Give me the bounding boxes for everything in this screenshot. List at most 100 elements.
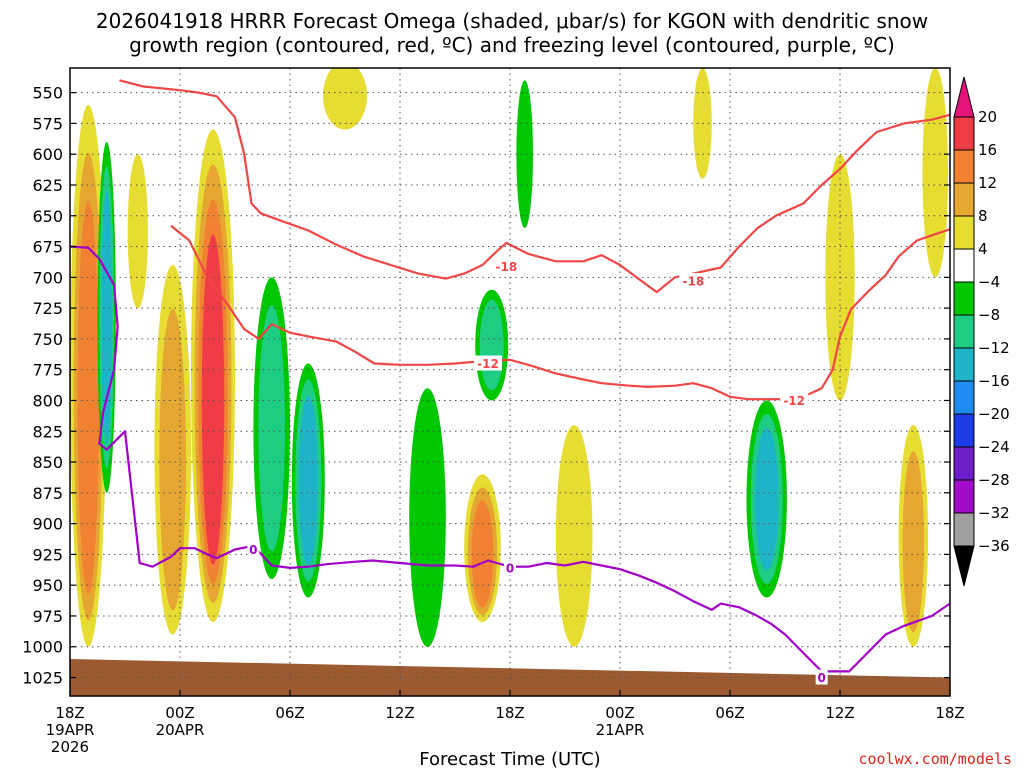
omega-contour-band <box>103 214 111 421</box>
contour-line <box>119 79 950 294</box>
chart-title-line-2: growth region (contoured, red, ºC) and f… <box>129 33 895 57</box>
colorbar-label: 16 <box>978 141 997 159</box>
x-tick-label: 18Z <box>55 704 84 722</box>
colorbar-bin <box>953 248 975 283</box>
contour-line <box>70 245 950 673</box>
y-tick-label: 900 <box>32 515 63 534</box>
colorbar-label: 4 <box>978 240 988 258</box>
omega-contour-band <box>519 100 530 208</box>
contour-line <box>170 224 950 401</box>
omega-contour-band <box>758 441 775 557</box>
colorbar-label: −20 <box>978 405 1010 423</box>
y-tick-label: 750 <box>32 330 63 349</box>
colorbar-bin <box>953 314 975 349</box>
x-tick-year-label: 2026 <box>51 738 89 756</box>
y-tick-label: 550 <box>32 84 63 103</box>
colorbar-bin <box>953 182 975 217</box>
y-tick-label: 875 <box>32 484 63 503</box>
x-tick-label: 18Z <box>935 704 964 722</box>
y-tick-label: 1025 <box>22 669 63 688</box>
x-tick-label: 12Z <box>385 704 414 722</box>
colorbar-label: 12 <box>978 174 997 192</box>
omega-contour-band <box>81 249 96 568</box>
omega-contour-band <box>332 73 358 123</box>
y-tick-label: 725 <box>32 299 63 318</box>
colorbar-under-arrow <box>953 545 975 587</box>
y-tick-label: 575 <box>32 114 63 133</box>
gridlines <box>70 68 950 696</box>
colorbar-bin <box>953 116 975 151</box>
contour-label-background <box>679 273 708 289</box>
y-tick-label: 1000 <box>22 638 63 657</box>
contour-layer <box>70 79 950 673</box>
y-tick-label: 700 <box>32 268 63 287</box>
omega-contour-band <box>205 269 221 546</box>
x-tick-date-label: 21APR <box>596 721 645 739</box>
x-tick-label: 18Z <box>495 704 524 722</box>
y-axis: 550 575 600 625 650 675 700 725 750 775 800 825 850 8… <box>22 84 950 688</box>
omega-contour-band <box>906 477 920 618</box>
colorbar-bin <box>953 215 975 250</box>
contour-label: 0 <box>249 543 257 557</box>
omega-feature <box>516 80 533 229</box>
chart-title-line-1: 2026041918 HRRR Forecast Omega (shaded, … <box>96 9 928 33</box>
y-tick-label: 950 <box>32 576 63 595</box>
colorbar-label: −4 <box>978 273 1000 291</box>
colorbar-label: −8 <box>978 306 1000 324</box>
x-tick-label: 00Z <box>605 704 634 722</box>
omega-feature <box>191 129 235 623</box>
omega-contour-band <box>164 352 181 587</box>
colorbar-bin <box>953 413 975 448</box>
colorbar-label: 20 <box>978 108 997 126</box>
credit-label: coolwx.com/models <box>858 750 1012 768</box>
colorbar-bin <box>953 281 975 316</box>
omega-feature <box>746 400 787 598</box>
x-tick-label: 12Z <box>825 704 854 722</box>
x-tick-label: 06Z <box>275 704 304 722</box>
omega-contour-band <box>263 332 281 524</box>
omega-feature <box>409 388 446 647</box>
omega-contour-band <box>475 513 490 601</box>
colorbar-bin <box>953 512 975 547</box>
contour-label: -18 <box>682 275 704 289</box>
omega-contour-band <box>131 181 144 294</box>
colorbar-label: −24 <box>978 438 1010 456</box>
y-tick-label: 600 <box>32 145 63 164</box>
y-tick-label: 975 <box>32 607 63 626</box>
omega-contour-band <box>927 105 943 257</box>
x-tick-label: 06Z <box>715 704 744 722</box>
omega-feature <box>70 104 107 647</box>
colorbar-bin <box>953 380 975 415</box>
colorbar-bin <box>953 347 975 382</box>
colorbar-label: −12 <box>978 339 1010 357</box>
x-tick-date-label: 20APR <box>156 721 205 739</box>
x-axis-title: Forecast Time (UTC) <box>419 749 600 768</box>
omega-feature <box>475 289 509 401</box>
y-tick-label: 925 <box>32 545 63 564</box>
contour-label: 0 <box>817 671 825 685</box>
colorbar: 20 16 12 8 4 −4 −8 −12 −16 −20 −24 −28 −32 −36 <box>953 76 1010 587</box>
y-tick-label: 800 <box>32 391 63 410</box>
omega-feature <box>291 363 325 598</box>
omega-contour-band <box>416 423 439 612</box>
contour-label: -12 <box>477 357 499 371</box>
contour-label-background <box>492 258 521 274</box>
colorbar-bin <box>953 446 975 481</box>
contour-label-background <box>504 559 516 575</box>
x-tick-date-label: 19APR <box>46 721 95 739</box>
contour-label-background <box>815 669 828 685</box>
omega-feature <box>97 141 116 493</box>
contour-label-background <box>474 355 502 371</box>
colorbar-bin <box>953 479 975 514</box>
omega-contour-band <box>301 411 315 550</box>
omega-feature <box>323 68 367 130</box>
omega-feature <box>898 425 928 647</box>
y-tick-label: 650 <box>32 207 63 226</box>
y-tick-label: 625 <box>32 176 63 195</box>
contour-label: -18 <box>495 260 517 274</box>
y-tick-label: 675 <box>32 238 63 257</box>
contour-label: 0 <box>506 561 514 575</box>
omega-contour-band <box>697 87 708 168</box>
x-tick-label: 00Z <box>165 704 194 722</box>
